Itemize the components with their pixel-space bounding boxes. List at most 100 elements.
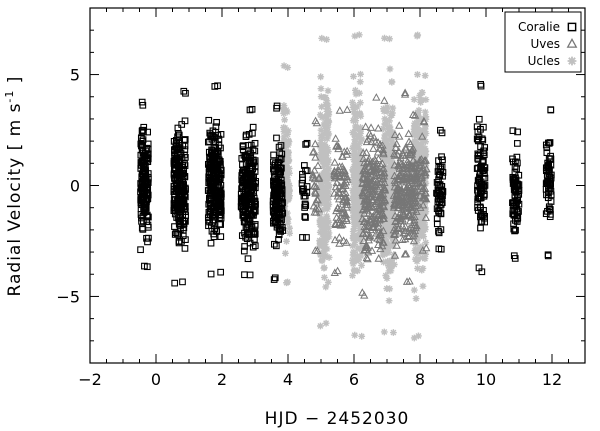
point-coralie [144, 238, 151, 246]
point-coralie [245, 193, 253, 201]
point-ucles [320, 236, 328, 243]
point-ucles [351, 148, 358, 156]
point-ucles [411, 247, 419, 254]
point-coralie [175, 239, 183, 247]
point-ucles [320, 121, 328, 129]
point-ucles [390, 133, 397, 140]
point-ucles [387, 260, 395, 267]
point-uves [372, 162, 381, 170]
point-uves [333, 141, 342, 149]
point-coralie [509, 155, 516, 163]
legend-label-uves: Uves [530, 37, 560, 51]
point-ucles [324, 278, 332, 286]
point-coralie [216, 211, 224, 219]
point-coralie [477, 81, 485, 88]
point-coralie [206, 129, 214, 137]
point-ucles [413, 32, 421, 40]
point-ucles [419, 265, 427, 272]
point-uves [405, 224, 414, 232]
point-ucles [387, 230, 394, 238]
point-ucles [422, 239, 430, 246]
point-uves [361, 199, 370, 208]
point-uves [406, 191, 415, 199]
point-uves [368, 186, 377, 194]
point-coralie [511, 207, 518, 215]
point-coralie [178, 180, 186, 188]
point-ucles [386, 148, 394, 155]
point-ucles [323, 112, 331, 120]
point-uves [368, 197, 377, 205]
point-ucles [350, 189, 357, 197]
point-coralie [245, 201, 253, 209]
legend-marker-ucles [567, 56, 577, 66]
point-coralie [543, 149, 551, 157]
point-ucles [284, 64, 292, 71]
point-ucles [417, 217, 425, 225]
point-uves [362, 137, 372, 146]
point-coralie [208, 151, 216, 159]
point-coralie [248, 211, 255, 219]
point-ucles [324, 159, 332, 166]
point-coralie [474, 136, 482, 144]
point-coralie [477, 178, 485, 186]
point-uves [372, 177, 382, 186]
point-ucles [383, 191, 391, 198]
point-ucles [353, 103, 361, 111]
point-ucles [410, 131, 418, 139]
point-uves [410, 111, 420, 119]
point-ucles [386, 35, 393, 43]
point-ucles [422, 250, 430, 258]
point-ucles [351, 126, 359, 133]
point-uves [330, 158, 339, 166]
point-ucles [356, 245, 364, 253]
point-ucles [317, 85, 325, 93]
point-ucles [383, 249, 391, 257]
point-ucles [318, 34, 326, 42]
point-coralie [140, 123, 148, 131]
point-uves [313, 195, 322, 204]
point-uves [358, 178, 367, 187]
point-coralie [275, 231, 283, 239]
point-ucles [350, 219, 358, 227]
point-ucles [418, 134, 426, 141]
point-ucles [416, 243, 424, 251]
point-ucles [411, 119, 419, 127]
point-ucles [280, 133, 288, 141]
point-ucles [384, 179, 392, 187]
point-uves [400, 88, 410, 97]
point-uves [313, 161, 323, 169]
point-ucles [385, 152, 392, 160]
point-ucles [387, 111, 395, 119]
point-uves [379, 201, 388, 210]
point-ucles [386, 130, 394, 138]
point-coralie [207, 158, 214, 166]
point-ucles [381, 34, 388, 42]
point-ucles [320, 247, 328, 255]
point-ucles [286, 224, 293, 232]
point-ucles [349, 194, 357, 202]
point-ucles [317, 136, 325, 144]
point-ucles [357, 70, 364, 78]
point-uves [335, 106, 344, 114]
point-uves [402, 185, 412, 194]
point-uves [334, 215, 344, 224]
point-coralie [545, 139, 552, 147]
point-coralie [182, 236, 189, 243]
point-ucles [422, 96, 430, 104]
point-ucles [354, 267, 362, 275]
point-ucles [318, 257, 326, 265]
point-uves [310, 181, 319, 190]
point-coralie [438, 163, 446, 171]
point-coralie [244, 255, 252, 263]
point-coralie [240, 170, 247, 178]
point-uves [411, 186, 420, 195]
point-uves [376, 160, 385, 169]
point-coralie [275, 167, 282, 174]
point-coralie [207, 187, 214, 195]
point-coralie [144, 140, 152, 148]
point-uves [416, 203, 425, 211]
point-uves [340, 147, 349, 155]
point-coralie [241, 243, 248, 250]
point-ucles [358, 243, 366, 251]
point-coralie [544, 252, 552, 260]
